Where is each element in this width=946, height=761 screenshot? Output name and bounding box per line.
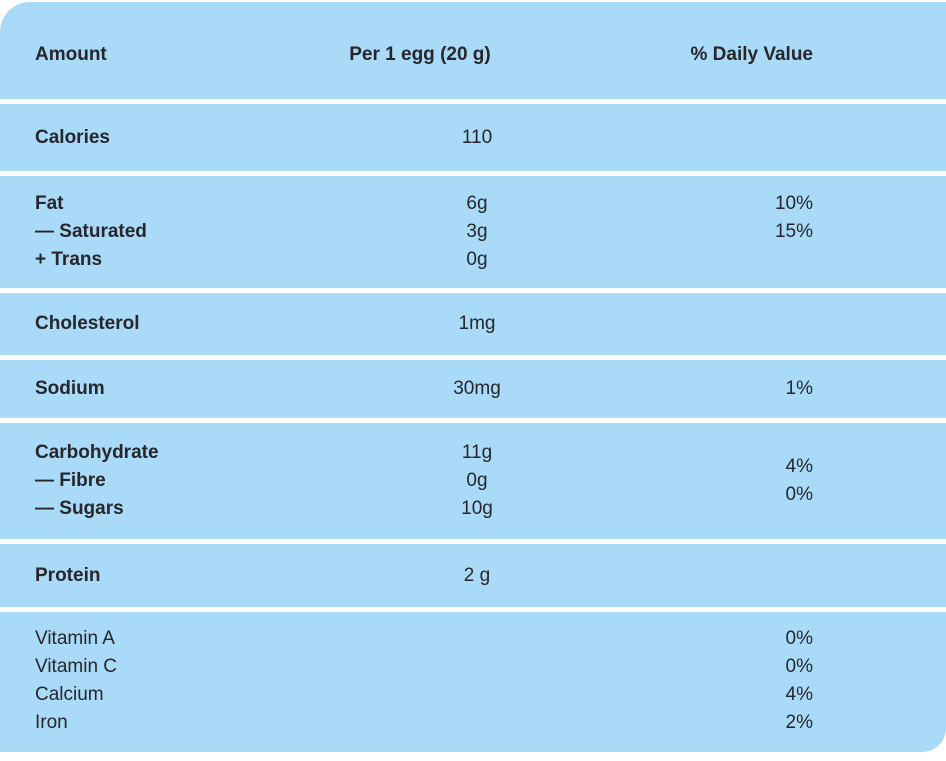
row-label-line: — Sugars	[35, 498, 124, 519]
column-header-per-serving: Per 1 egg (20 g)	[270, 41, 570, 69]
amount-value: 30mg	[327, 375, 627, 403]
row-label-line: Carbohydrate	[35, 442, 159, 463]
row-label: Protein	[35, 562, 327, 590]
column-header-per-serving-label: Per 1 egg (20 g)	[349, 43, 491, 65]
daily-value-line: 0%	[785, 484, 813, 505]
row-label-line: + Trans	[35, 249, 103, 270]
row-label: Calories	[35, 124, 327, 152]
row-divider	[0, 288, 946, 293]
row-label-line: Fat	[35, 193, 64, 214]
daily-value-line: 15%	[774, 221, 813, 242]
row-divider	[0, 355, 946, 360]
amount-value-line: 6g	[466, 193, 488, 214]
amount-value: 110	[327, 124, 627, 152]
row-label: Vitamin A Vitamin C Calcium Iron	[35, 625, 327, 737]
amount-value-line: 30mg	[453, 378, 501, 399]
table-row: Sodium 30mg 1%	[0, 360, 946, 418]
row-label-line: Calcium	[35, 684, 104, 705]
row-label-line: Protein	[35, 564, 101, 586]
amount-value: 2 g	[327, 562, 627, 590]
row-label: Carbohydrate — Fibre — Sugars	[35, 439, 327, 523]
row-label-line: Vitamin A	[35, 628, 115, 649]
table-row: Protein 2 g	[0, 544, 946, 607]
row-label-line: Calories	[35, 126, 110, 148]
daily-value-line: 4%	[785, 456, 813, 477]
column-header-amount-label: Amount	[35, 43, 107, 65]
daily-value-line: 0%	[785, 656, 813, 677]
daily-value-line: 4%	[785, 684, 813, 705]
amount-value-line: 1mg	[458, 313, 496, 334]
column-header-daily-value: % Daily Value	[627, 41, 813, 69]
amount-value-line: 0g	[466, 249, 488, 270]
amount-value: 6g 3g 0g	[327, 190, 627, 274]
column-header-amount: Amount	[35, 41, 327, 69]
row-label: Cholesterol	[35, 310, 327, 338]
amount-value-line: 3g	[466, 221, 488, 242]
daily-value: 10% 15%	[627, 190, 813, 274]
daily-value: 4% 0%	[627, 453, 813, 509]
daily-value: 1%	[627, 375, 813, 403]
row-label-line: Vitamin C	[35, 656, 118, 677]
table-row: Calories 110	[0, 104, 946, 171]
daily-value-line: 0%	[785, 628, 813, 649]
daily-value-line: 1%	[785, 378, 813, 399]
table-row: Vitamin A Vitamin C Calcium Iron 0% 0% 4% 2%	[0, 612, 946, 750]
row-label: Sodium	[35, 375, 327, 403]
amount-value-line: 10g	[461, 498, 493, 519]
row-divider	[0, 171, 946, 176]
amount-value-line: 11g	[461, 442, 493, 463]
daily-value-line: 10%	[774, 193, 813, 214]
row-label-line: Sodium	[35, 378, 105, 399]
daily-value: 0% 0% 4% 2%	[627, 625, 813, 737]
row-divider	[0, 418, 946, 423]
daily-value-line: 2%	[785, 712, 813, 733]
amount-value: 1mg	[327, 310, 627, 338]
row-label-line: — Fibre	[35, 470, 106, 491]
amount-value-line: 110	[461, 126, 493, 148]
table-row: Fat — Saturated + Trans 6g 3g 0g 10% 15%	[0, 176, 946, 288]
amount-value-line: 0g	[466, 470, 488, 491]
header-row: Amount Per 1 egg (20 g) % Daily Value	[0, 2, 946, 99]
row-divider	[0, 539, 946, 544]
table-row: Carbohydrate — Fibre — Sugars 11g 0g 10g 4% 0%	[0, 423, 946, 539]
amount-value-line: 2 g	[463, 564, 491, 586]
amount-value: 11g 0g 10g	[327, 439, 627, 523]
row-label: Fat — Saturated + Trans	[35, 190, 327, 274]
daily-value-line	[627, 246, 813, 274]
column-header-daily-value-label: % Daily Value	[690, 43, 813, 65]
row-divider	[0, 99, 946, 104]
row-divider	[0, 607, 946, 612]
row-label-line: Cholesterol	[35, 313, 140, 334]
row-label-line: — Saturated	[35, 221, 147, 242]
table-row: Cholesterol 1mg	[0, 293, 946, 355]
row-label-line: Iron	[35, 712, 68, 733]
